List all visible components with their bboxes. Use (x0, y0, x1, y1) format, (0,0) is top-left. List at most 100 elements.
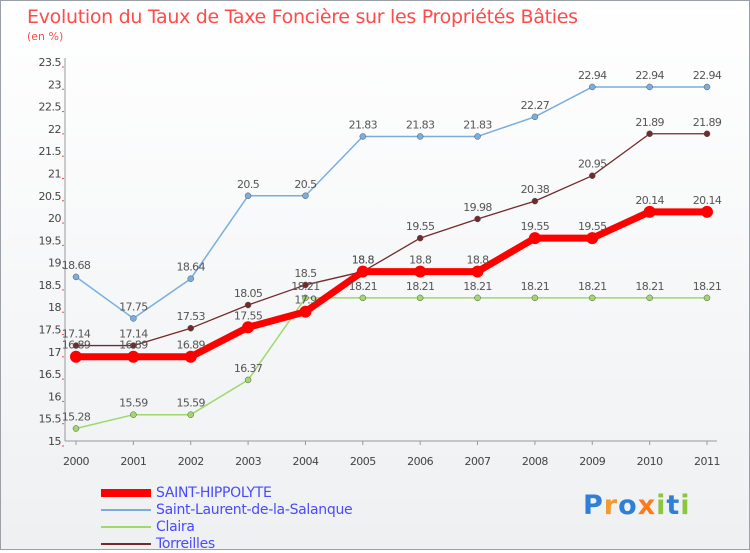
data-label-saint-hippolyte: 18.8 (466, 254, 489, 267)
data-point-saint-hippolyte (643, 205, 656, 218)
data-label-saint-hippolyte: 18.8 (352, 254, 375, 267)
data-label-saint-laurent-de-la-salanque: 21.83 (349, 118, 378, 131)
data-label-claira: 18.21 (349, 280, 378, 293)
data-label-torreilles: 20.95 (578, 158, 607, 171)
data-label-claira: 15.28 (62, 411, 91, 424)
x-tick-label: 2006 (407, 455, 433, 468)
y-tick-label: 15 (48, 435, 61, 448)
data-point-saint-hippolyte (414, 265, 427, 278)
data-point-saint-laurent-de-la-salanque (474, 133, 481, 140)
x-tick-label: 2011 (694, 455, 720, 468)
data-label-torreilles: 17.14 (119, 328, 148, 341)
data-label-torreilles: 18.5 (294, 267, 317, 280)
data-point-claira (646, 294, 653, 302)
data-label-torreilles: 17.53 (176, 310, 205, 323)
data-label-saint-hippolyte: 20.14 (635, 194, 664, 207)
data-point-claira (244, 376, 252, 384)
data-point-torreilles (703, 130, 711, 138)
y-tick-label: 23.5 (39, 56, 62, 69)
data-point-saint-laurent-de-la-salanque (72, 273, 80, 281)
data-point-claira (359, 294, 367, 302)
data-point-saint-hippolyte (242, 321, 255, 334)
data-point-saint-laurent-de-la-salanque (359, 133, 367, 140)
data-point-saint-laurent-de-la-salanque (244, 192, 252, 200)
data-label-claira: 18.21 (291, 280, 320, 293)
y-tick-label: 22 (48, 123, 61, 136)
data-point-saint-laurent-de-la-salanque (703, 83, 711, 91)
data-point-torreilles (130, 342, 137, 349)
data-label-saint-laurent-de-la-salanque: 22.94 (635, 69, 664, 82)
chart-unit-label: (en %) (27, 30, 64, 43)
data-point-saint-laurent-de-la-salanque (130, 315, 137, 322)
data-point-torreilles (187, 324, 194, 332)
data-point-torreilles (474, 215, 481, 223)
data-label-torreilles: 18.05 (234, 287, 263, 300)
data-point-saint-hippolyte (184, 350, 197, 363)
data-label-torreilles: 19.98 (463, 201, 492, 214)
data-point-saint-laurent-de-la-salanque (416, 133, 424, 140)
data-label-saint-laurent-de-la-salanque: 22.94 (578, 69, 607, 82)
data-point-claira (130, 411, 137, 418)
y-tick-label: 23 (48, 78, 61, 91)
x-tick-label: 2005 (350, 455, 376, 468)
legend-label: Torreilles (156, 536, 215, 552)
x-tick-label: 2008 (522, 455, 548, 468)
data-label-saint-hippolyte: 19.55 (521, 220, 550, 233)
y-tick-label: 16.5 (39, 368, 62, 381)
data-point-claira (72, 425, 80, 432)
legend-swatch-saint-laurent (101, 509, 151, 511)
series-line-torreilles (75, 133, 708, 347)
data-label-saint-hippolyte: 16.89 (176, 339, 205, 352)
y-tick-label: 18.5 (39, 279, 62, 292)
data-point-torreilles (302, 281, 309, 289)
legend-label: Claira (156, 519, 195, 535)
x-tick-label: 2004 (292, 455, 318, 468)
data-point-saint-hippolyte (299, 305, 312, 318)
data-label-torreilles: 21.89 (635, 116, 664, 129)
data-point-torreilles (72, 342, 80, 349)
data-label-saint-laurent-de-la-salanque: 21.83 (406, 118, 435, 131)
data-point-torreilles (646, 130, 653, 138)
data-label-saint-laurent-de-la-salanque: 20.5 (237, 178, 260, 191)
data-point-saint-hippolyte (127, 350, 140, 363)
data-label-saint-laurent-de-la-salanque: 17.75 (119, 300, 148, 313)
data-label-claira: 18.21 (521, 280, 550, 293)
data-point-torreilles (244, 301, 252, 309)
x-tick-label: 2002 (178, 455, 204, 468)
data-point-saint-laurent-de-la-salanque (589, 83, 596, 91)
data-label-saint-laurent-de-la-salanque: 18.68 (62, 259, 91, 272)
chart-title: Evolution du Taux de Taxe Foncière sur l… (27, 6, 578, 28)
y-tick-label: 19.5 (39, 234, 62, 247)
data-label-torreilles: 19.55 (406, 220, 435, 233)
x-tick-label: 2003 (235, 455, 261, 468)
data-label-saint-laurent-de-la-salanque: 21.83 (463, 118, 492, 131)
legend-label: SAINT-HIPPOLYTE (156, 485, 272, 501)
data-point-saint-hippolyte (471, 265, 484, 278)
data-point-claira (589, 294, 596, 302)
data-point-torreilles (531, 197, 539, 205)
data-point-claira (416, 294, 424, 302)
data-point-saint-hippolyte (701, 205, 713, 218)
data-point-claira (187, 411, 194, 418)
data-label-torreilles: 17.14 (62, 328, 91, 341)
data-label-torreilles: 20.38 (521, 183, 550, 196)
y-tick-label: 21.5 (39, 145, 62, 158)
x-tick-label: 2000 (63, 455, 89, 468)
x-tick-label: 2001 (120, 455, 146, 468)
y-tick-label: 20 (48, 212, 61, 225)
series-line-claira (75, 297, 708, 430)
y-tick-label: 19 (48, 257, 61, 270)
data-label-claira: 18.21 (693, 280, 722, 293)
y-tick-label: 20.5 (39, 190, 62, 203)
y-tick-label: 18 (48, 301, 61, 314)
data-label-claira: 18.21 (578, 280, 607, 293)
data-label-claira: 16.37 (234, 362, 263, 375)
proxiti-logo: Proxiti (583, 490, 691, 521)
data-label-claira: 18.21 (635, 280, 664, 293)
data-label-torreilles: 21.89 (693, 116, 722, 129)
series-line-saint-hippolyte (72, 208, 711, 361)
y-tick-label: 21 (48, 167, 61, 180)
data-point-claira (302, 294, 309, 302)
data-point-torreilles (416, 234, 424, 242)
series-line-saint-laurent-de-la-salanque (75, 86, 708, 320)
